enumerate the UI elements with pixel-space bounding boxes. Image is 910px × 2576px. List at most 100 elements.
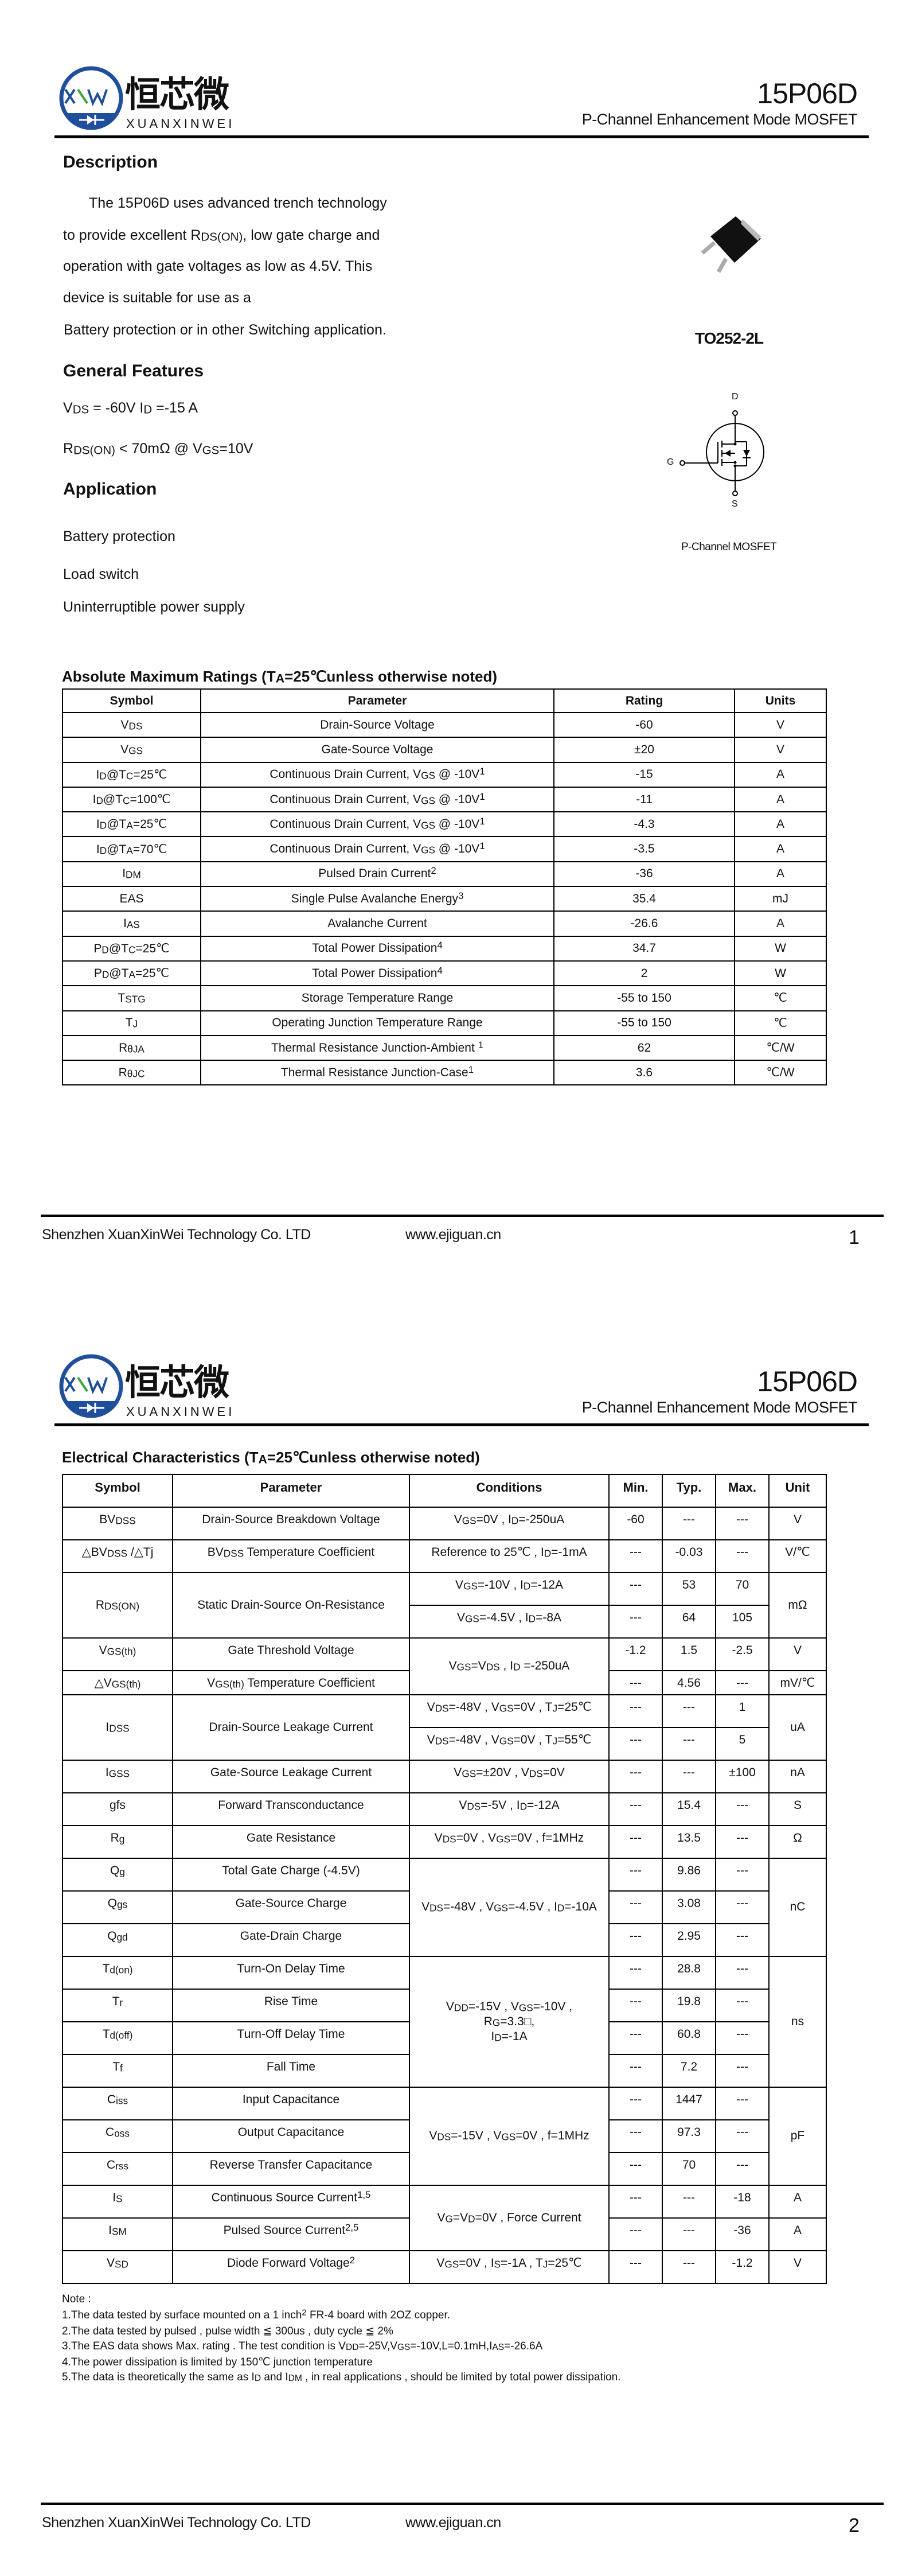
table-cell-symbol: Td(off) [62,2021,173,2055]
table-cell-min: --- [608,1923,663,1957]
table-cell-symbol: PD@TA=25℃ [62,960,201,987]
table-cell-unit: nC [768,1858,827,1957]
table-row: TSTG Storage Temperature Range -55 to 150 ℃ [62,985,827,1011]
table-cell-parameter: Total Gate Charge (-4.5V) [172,1858,410,1892]
table-cell-parameter: Gate-Source Leakage Current [172,1760,410,1793]
table-cell-max: --- [715,2054,770,2088]
table-row: IDM Pulsed Drain Current2 -36 A [62,861,827,888]
table-cell-conditions: VGS=0V , ID=-250uA [409,1507,610,1540]
table-cell-symbol: Tf [62,2054,173,2088]
page-number: 2 [849,2515,860,2536]
table-cell-units: W [734,960,827,987]
table-row: Ciss Input Capacitance VDS=-15V , VGS=0V ,… [62,2087,827,2186]
footer-website-link[interactable]: www.ejiguan.cn [405,1227,501,1243]
table-cell-parameter: Single Pulse Avalanche Energy3 [200,886,554,912]
table-cell-rating: -55 to 150 [553,1010,735,1036]
table-cell-parameter: Gate Threshold Voltage [172,1637,410,1671]
table-cell-unit: uA [768,1694,827,1761]
table-cell-typ: 70 [662,2152,716,2186]
table-header-row: Symbol Parameter Conditions Min. Typ. Max. Uni… [62,1474,827,1508]
footer-website-link[interactable]: www.ejiguan.cn [405,2515,501,2531]
table-cell-max: --- [715,1507,770,1540]
table-cell-conditions: VDS=-48V , VGS=-4.5V , ID=-10A [409,1858,610,1957]
table-cell-min: --- [608,1605,663,1639]
table-cell-symbol: Qg [62,1858,173,1892]
header-divider [54,1423,869,1426]
table-cell-parameter: BVDSS Temperature Coefficient [172,1539,410,1573]
table-cell-parameter: Drain-Source Breakdown Voltage [172,1507,410,1540]
table-cell-typ: 53 [662,1572,716,1606]
table-row: IAS Avalanche Current -26.6 A [62,910,827,937]
table-cell-parameter: Static Drain-Source On-Resistance [172,1572,410,1639]
table-cell-min: --- [608,1825,663,1859]
table-cell-parameter: Turn-On Delay Time [172,1956,410,1990]
table-cell-unit: V [768,2250,827,2284]
table-cell-symbol: Rg [62,1825,173,1859]
table-row: △BVDSS /△Tj BVDSS Temperature Coefficient… [62,1539,827,1573]
table-cell-max: --- [715,1825,770,1859]
table-row: RDS(ON) Static Drain-Source On-Resistance… [62,1572,827,1639]
table-cell-units: A [734,910,827,937]
table-cell-typ: --- [662,1507,716,1540]
column-header: Min. [608,1474,663,1508]
table-cell-typ: -0.03 [662,1539,716,1573]
table-cell-rating: -4.3 [553,811,735,838]
table-cell-symbol: TSTG [62,985,201,1011]
table-cell-units: A [734,786,827,813]
table-row: TJ Operating Junction Temperature Range -5… [62,1010,827,1036]
table-cell-unit: A [768,2217,827,2251]
table-cell-parameter: Fall Time [172,2054,410,2088]
part-subtitle: P-Channel Enhancement Mode MOSFET [581,111,858,128]
table-cell-conditions: VDS=-15V , VGS=0V , f=1MHz [409,2087,610,2186]
table-cell-max: ±100 [715,1760,770,1793]
table-cell-typ: 60.8 [662,2021,716,2055]
company-logo-icon [59,1354,123,1418]
table-cell-symbol: VSD [62,2250,173,2284]
column-header: Typ. [662,1474,716,1508]
table-cell-parameter: Gate-Drain Charge [172,1923,410,1957]
table-cell-min: --- [608,1890,663,1924]
table-row: Td(off) Turn-Off Delay Time --- 60.8 --- [62,2021,826,2055]
table-cell-rating: ±20 [553,737,735,763]
p-channel-mosfet-symbol-icon [679,410,764,496]
package-name: TO252-2L [695,329,764,347]
table-cell-min: --- [608,1792,663,1826]
table-cell-conditions: VDS=-5V , ID=-12A [409,1792,610,1826]
table-cell-symbol: IGSS [62,1760,173,1793]
description-line: operation with gate voltages as low as 4… [63,258,373,274]
table-cell-max: --- [715,1792,770,1826]
table-cell-max: 5 [715,1727,770,1761]
table-cell-parameter: Gate-Source Charge [172,1890,410,1924]
note-item: 4.The power dissipation is limited by 15… [62,2356,373,2368]
table-cell-parameter: Drain-Source Leakage Current [172,1694,410,1761]
abs-max-title: Absolute Maximum Ratings (TA=25℃unless o… [62,668,498,686]
table-row: ID@TA=70℃ Continuous Drain Current, VGS @… [62,836,827,862]
part-subtitle: P-Channel Enhancement Mode MOSFET [581,1399,858,1416]
table-cell-conditions: VGS=±20V , VDS=0V [409,1760,610,1793]
table-cell-unit: V [768,1507,827,1540]
table-row: IDSS Drain-Source Leakage Current VDS=-48V… [62,1694,827,1761]
table-cell-unit: mΩ [768,1572,827,1639]
note-item: 1.The data tested by surface mounted on … [62,2307,451,2321]
description-heading: Description [63,153,158,172]
table-cell-typ: 1447 [662,2087,716,2120]
features-heading: General Features [63,361,204,380]
table-cell-max: 1 [715,1694,770,1728]
table-cell-typ: --- [662,2185,716,2219]
table-cell-symbol: PD@TC=25℃ [62,935,201,962]
table-cell-typ: 15.4 [662,1792,716,1826]
table-cell-symbol: Qgd [62,1923,173,1957]
table-cell-min: --- [608,2185,663,2219]
table-cell-rating: -3.5 [553,836,735,862]
table-row: Qgs Gate-Source Charge --- 3.08 --- [62,1890,826,1924]
table-cell-parameter: Continuous Drain Current, VGS @ -10V1 [200,836,554,862]
table-cell-units: A [734,811,827,838]
table-cell-typ: 13.5 [662,1825,716,1859]
description-line: to provide excellent RDS(ON), low gate c… [63,227,380,244]
page-1: 恒芯微 XUANXINWEI 15P06D P-Channel Enhancem… [41,66,884,1248]
footer-divider [41,2503,884,2505]
table-cell-parameter: Total Power Dissipation4 [200,960,554,987]
electrical-characteristics-table: Symbol Parameter Conditions Min. Typ. Max. Uni… [62,1474,827,2284]
table-cell-rating: -26.6 [553,910,735,937]
column-header: Symbol [62,688,201,713]
